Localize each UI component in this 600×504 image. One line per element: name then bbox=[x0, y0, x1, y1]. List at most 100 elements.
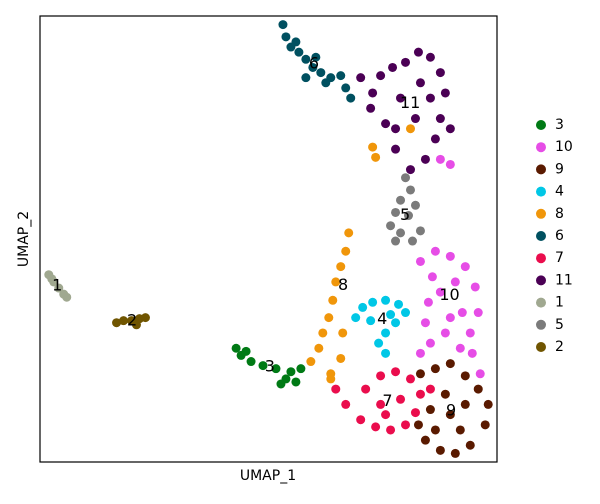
point bbox=[440, 389, 450, 399]
point bbox=[376, 399, 386, 409]
point bbox=[338, 328, 348, 338]
point bbox=[358, 302, 368, 312]
point bbox=[316, 68, 326, 78]
point bbox=[440, 328, 450, 338]
point bbox=[465, 440, 475, 450]
legend-marker bbox=[536, 275, 546, 286]
cluster-label: 5 bbox=[400, 205, 410, 224]
legend-label: 5 bbox=[555, 317, 564, 333]
legend-label: 6 bbox=[555, 228, 564, 244]
point bbox=[455, 343, 465, 353]
legend-label: 3 bbox=[555, 117, 564, 133]
point bbox=[425, 338, 435, 348]
point bbox=[376, 71, 386, 81]
point bbox=[435, 445, 445, 455]
legend-label: 2 bbox=[555, 339, 564, 355]
point bbox=[291, 377, 301, 387]
point bbox=[430, 425, 440, 435]
y-axis-label: UMAP_2 bbox=[16, 211, 32, 267]
point bbox=[473, 384, 483, 394]
point bbox=[413, 47, 423, 57]
point bbox=[328, 295, 338, 305]
point bbox=[415, 348, 425, 358]
point bbox=[47, 274, 57, 284]
legend-label: 10 bbox=[555, 139, 573, 155]
point bbox=[430, 364, 440, 374]
point bbox=[413, 420, 423, 430]
point bbox=[405, 165, 415, 175]
point bbox=[368, 142, 378, 152]
point bbox=[366, 103, 376, 113]
point bbox=[54, 283, 64, 293]
point bbox=[405, 124, 415, 134]
cluster-label: 4 bbox=[377, 309, 387, 328]
legend-marker bbox=[536, 231, 546, 241]
point bbox=[371, 422, 381, 432]
cluster-label: 8 bbox=[338, 275, 348, 294]
point bbox=[425, 405, 435, 415]
point bbox=[415, 256, 425, 266]
point bbox=[311, 52, 321, 62]
point bbox=[445, 410, 455, 420]
point bbox=[324, 313, 334, 323]
point bbox=[396, 394, 406, 404]
point bbox=[445, 251, 455, 261]
point bbox=[278, 20, 288, 30]
point bbox=[258, 361, 268, 371]
point bbox=[480, 420, 490, 430]
plot-frame bbox=[39, 15, 498, 463]
point bbox=[391, 124, 401, 134]
point bbox=[401, 420, 411, 430]
cluster-label: 10 bbox=[439, 285, 459, 304]
point bbox=[388, 62, 398, 72]
point bbox=[401, 173, 411, 183]
point bbox=[427, 272, 437, 282]
point bbox=[326, 374, 336, 384]
point bbox=[341, 83, 351, 93]
legend-marker bbox=[536, 186, 546, 197]
cluster-label: 9 bbox=[446, 400, 456, 419]
point bbox=[386, 310, 396, 320]
point bbox=[415, 78, 425, 88]
point bbox=[314, 343, 324, 353]
point bbox=[381, 328, 391, 338]
point bbox=[455, 425, 465, 435]
point bbox=[473, 308, 483, 318]
point bbox=[286, 367, 296, 377]
point bbox=[405, 185, 415, 195]
legend-marker bbox=[536, 297, 546, 308]
point bbox=[391, 367, 401, 377]
point bbox=[368, 88, 378, 98]
point bbox=[460, 371, 470, 381]
point bbox=[410, 408, 420, 418]
point bbox=[301, 54, 311, 64]
point bbox=[341, 399, 351, 409]
point bbox=[346, 93, 356, 103]
point bbox=[401, 57, 411, 67]
cluster-label: 11 bbox=[400, 93, 420, 112]
legend-marker bbox=[536, 142, 546, 153]
point bbox=[331, 277, 341, 287]
point bbox=[341, 246, 351, 256]
point bbox=[403, 211, 413, 221]
point bbox=[112, 318, 122, 328]
point bbox=[396, 195, 406, 205]
cluster-label: 3 bbox=[265, 356, 275, 375]
point bbox=[371, 152, 381, 162]
point bbox=[391, 236, 401, 246]
point bbox=[381, 410, 391, 420]
point bbox=[445, 359, 455, 369]
point bbox=[119, 316, 129, 326]
point bbox=[450, 448, 460, 458]
point bbox=[410, 200, 420, 210]
point bbox=[336, 71, 346, 81]
point bbox=[356, 73, 366, 83]
point bbox=[445, 124, 455, 134]
point bbox=[321, 78, 331, 88]
point bbox=[368, 297, 378, 307]
point bbox=[470, 282, 480, 292]
point bbox=[296, 364, 306, 374]
point bbox=[231, 343, 241, 353]
point bbox=[376, 371, 386, 381]
